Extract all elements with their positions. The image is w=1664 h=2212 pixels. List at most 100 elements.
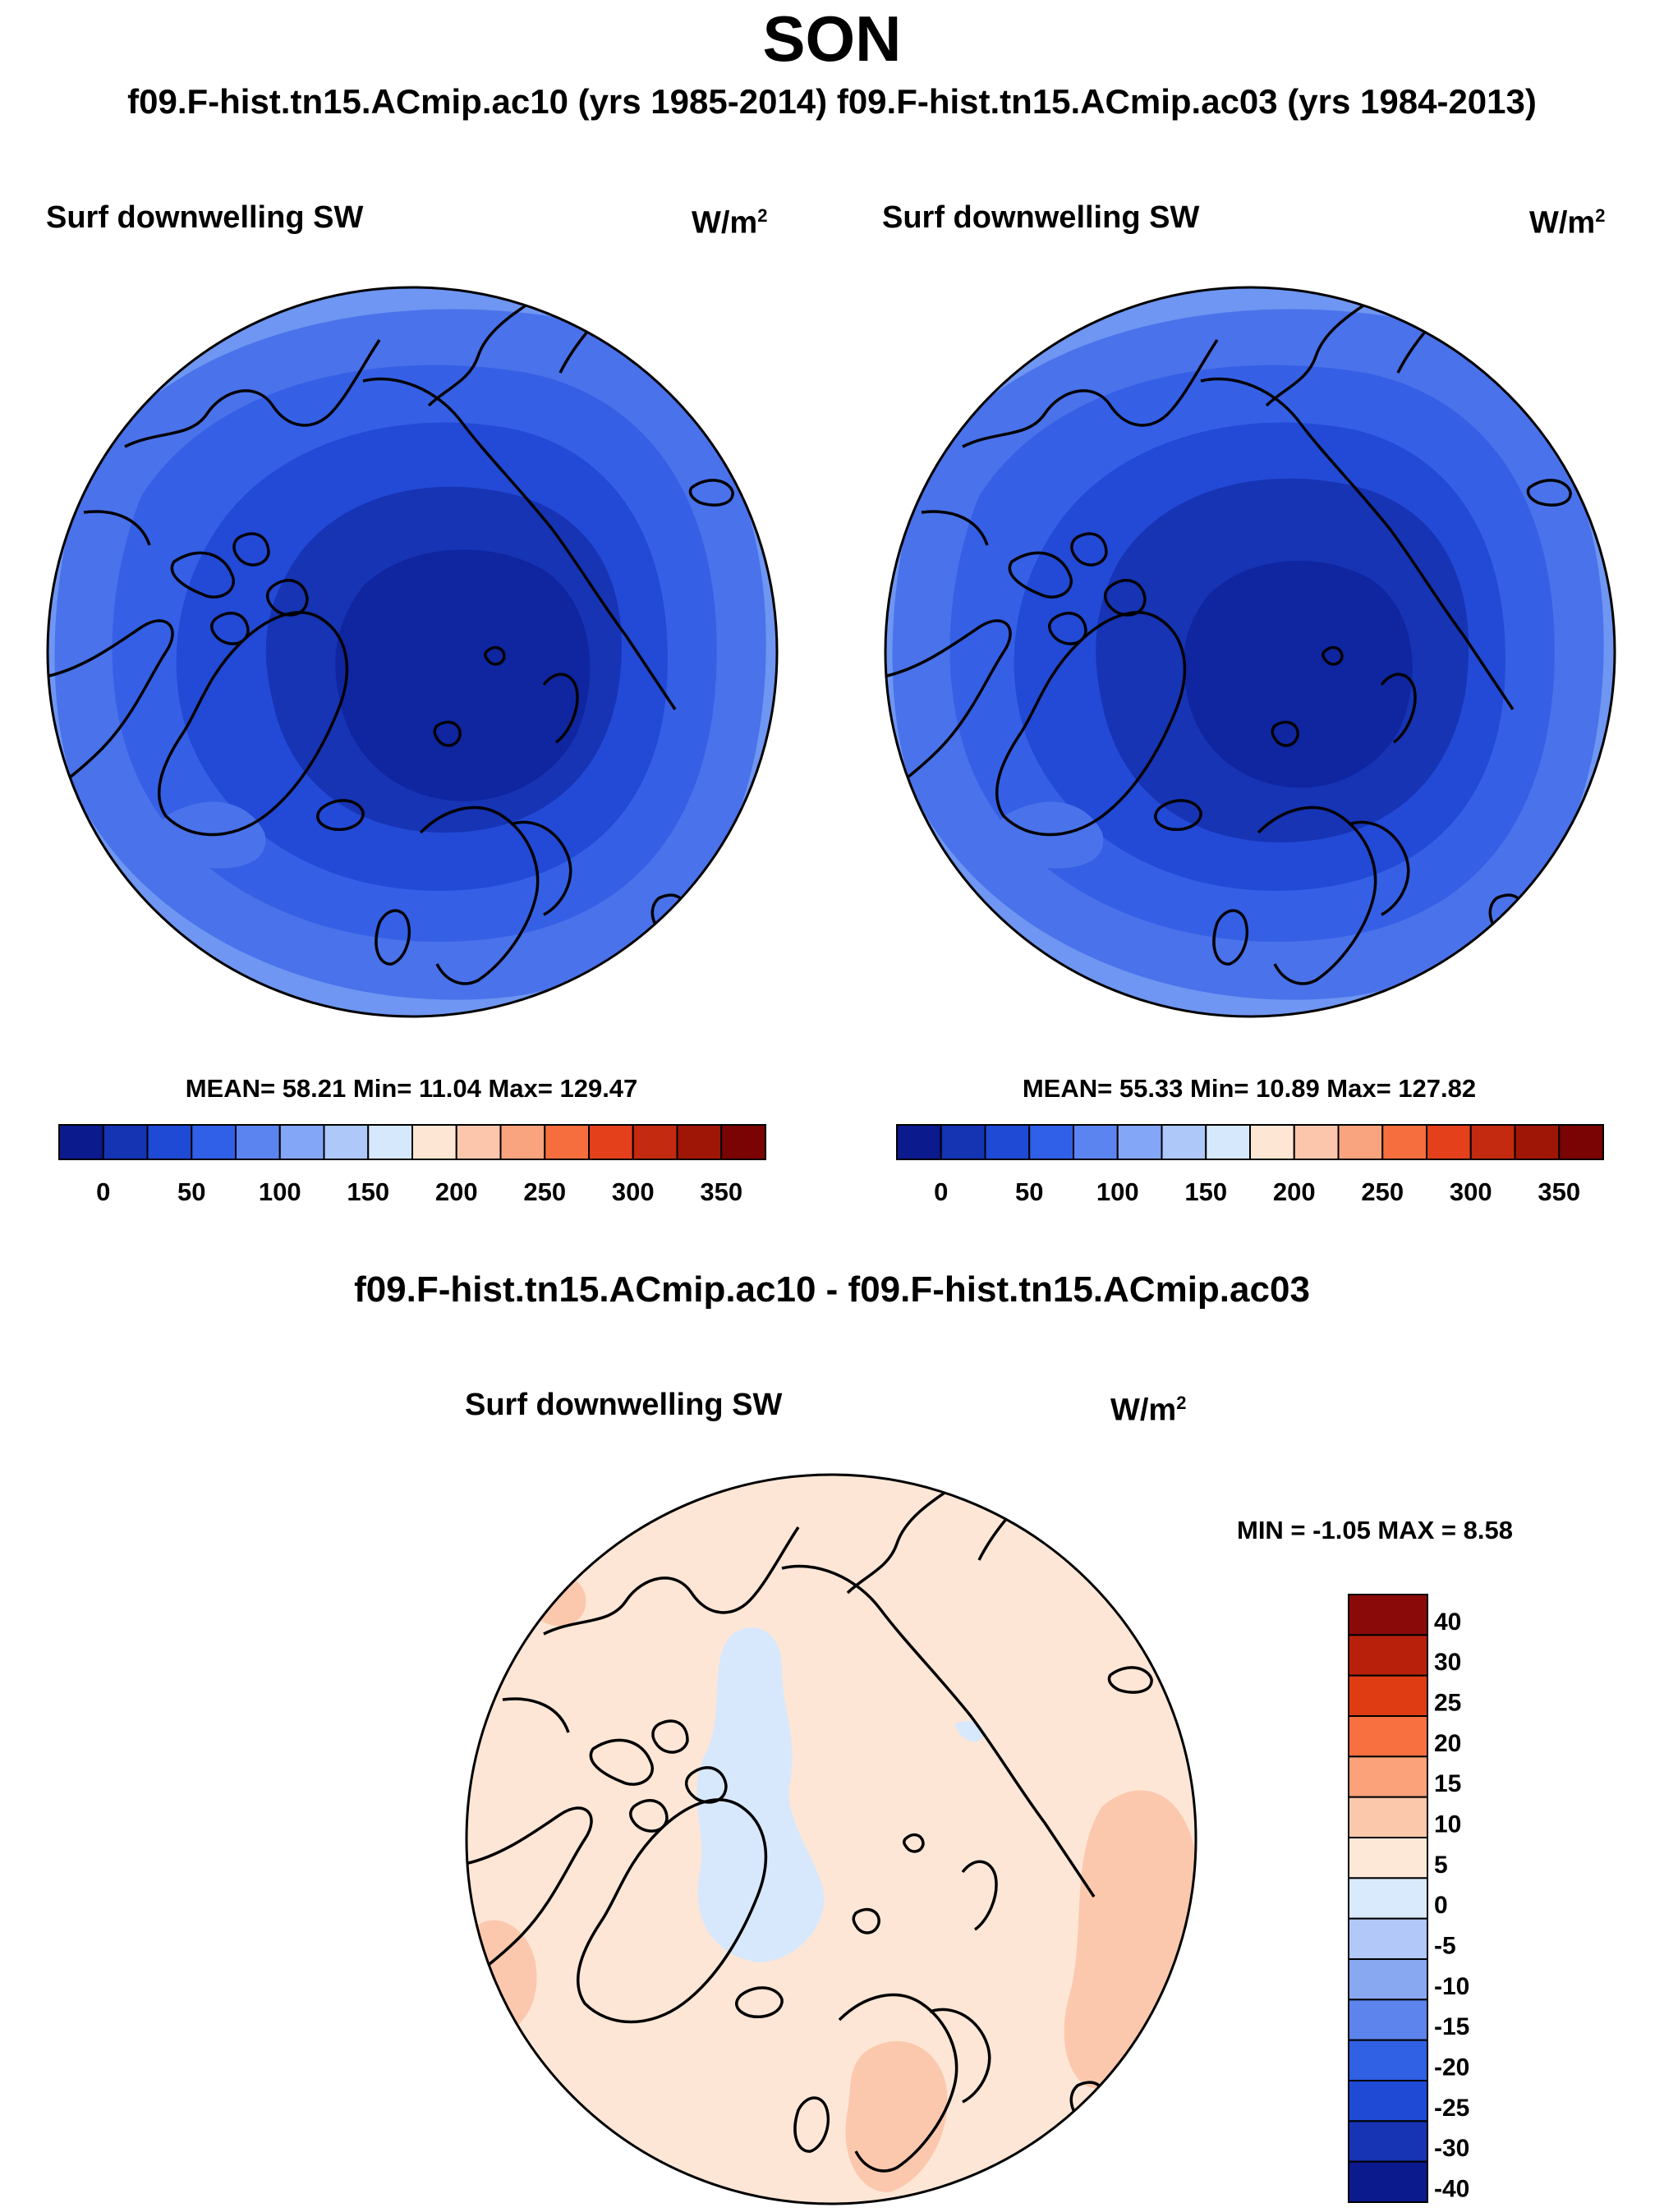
left-colorbar-swatch <box>58 1124 104 1160</box>
left-colorbar-swatch <box>278 1124 325 1160</box>
left-colorbar-swatch <box>632 1124 678 1160</box>
diff-colorbar-swatch <box>1348 2080 1428 2123</box>
diff-colorbar-tick: 10 <box>1434 1811 1461 1838</box>
right-colorbar-tick: 50 <box>1015 1177 1043 1206</box>
diff-colorbar-swatch <box>1348 2039 1428 2082</box>
left-colorbar-tick: 150 <box>347 1177 389 1206</box>
right-colorbar-tick: 350 <box>1538 1177 1580 1206</box>
diff-title: f09.F-hist.tn15.ACmip.ac10 - f09.F-hist.… <box>354 1269 1310 1310</box>
case-titles-row: f09.F-hist.tn15.ACmip.ac10 (yrs 1985-201… <box>0 82 1664 122</box>
left-colorbar-swatch <box>588 1124 634 1160</box>
left-colorbar-swatch <box>146 1124 193 1160</box>
diff-colorbar-swatch <box>1348 1958 1428 2001</box>
right-map-border <box>884 286 1616 1018</box>
diff-colorbar-swatch <box>1348 1674 1428 1717</box>
right-colorbar-swatch <box>1558 1124 1604 1160</box>
left-colorbar-swatch <box>367 1124 413 1160</box>
diff-colorbar-swatch <box>1348 1917 1428 1960</box>
left-colorbar-swatch <box>455 1124 502 1160</box>
right-colorbar-swatch <box>1469 1124 1516 1160</box>
left-colorbar-swatch <box>323 1124 370 1160</box>
left-colorbar-swatch <box>499 1124 546 1160</box>
diff-colorbar-tick: -40 <box>1434 2176 1469 2203</box>
right-colorbar-swatch <box>1426 1124 1472 1160</box>
left-colorbar-tick: 0 <box>96 1177 110 1206</box>
diff-colorbar-swatch <box>1348 1837 1428 1879</box>
left-variable-label: Surf downwelling SW <box>46 200 364 235</box>
left-colorbar-swatch <box>102 1124 149 1160</box>
right-colorbar-swatch <box>1337 1124 1384 1160</box>
right-variable-label: Surf downwelling SW <box>882 200 1200 235</box>
diff-colorbar-tick: 5 <box>1434 1852 1448 1879</box>
diff-colorbar-swatch <box>1348 1634 1428 1677</box>
left-units-label: W/m2 <box>692 205 768 241</box>
diff-colorbar-swatch <box>1348 1594 1428 1636</box>
diff-colorbar-tick: 40 <box>1434 1609 1461 1636</box>
right-colorbar-tick: 150 <box>1184 1177 1227 1206</box>
right-colorbar-swatch <box>1073 1124 1119 1160</box>
season-title: SON <box>762 2 902 75</box>
left-colorbar: 0 50 100 150 200 250 300 350 <box>58 1124 766 1206</box>
diff-colorbar-tick: -25 <box>1434 2095 1469 2122</box>
diff-colorbar-tick: -5 <box>1434 1933 1456 1960</box>
case2-title: f09.F-hist.tn15.ACmip.ac03 (yrs 1984-201… <box>836 82 1537 121</box>
diff-colorbar-tick: -30 <box>1434 2135 1469 2162</box>
right-colorbar-swatch <box>1514 1124 1561 1160</box>
left-stats: MEAN= 58.21 Min= 11.04 Max= 129.47 <box>185 1074 638 1103</box>
left-colorbar-tick: 50 <box>177 1177 205 1206</box>
diff-stats: MIN = -1.05 MAX = 8.58 <box>1237 1516 1513 1544</box>
diff-neg-arctic <box>696 1627 825 1962</box>
diff-base-field <box>467 1475 1196 2204</box>
right-polar-map <box>884 286 1616 1018</box>
right-colorbar-tick: 0 <box>934 1177 948 1206</box>
left-colorbar-tick: 100 <box>259 1177 301 1206</box>
right-colorbar-swatch <box>1249 1124 1295 1160</box>
diff-map-border <box>465 1473 1197 2205</box>
diff-colorbar-swatch <box>1348 1877 1428 1920</box>
diff-pos-scandinavia <box>845 2040 948 2192</box>
diff-units-label: W/m2 <box>1110 1393 1187 1428</box>
diff-pos-nw <box>519 1575 586 1627</box>
left-core-region <box>335 549 591 801</box>
right-colorbar-swatch <box>984 1124 1031 1160</box>
right-colorbar-swatch <box>1028 1124 1074 1160</box>
left-colorbar-swatch <box>235 1124 281 1160</box>
diff-colorbar-tick: 25 <box>1434 1690 1461 1717</box>
diff-polar-map <box>465 1473 1197 2205</box>
right-colorbar-swatch <box>1161 1124 1207 1160</box>
diff-colorbar-tick: 15 <box>1434 1770 1461 1797</box>
diff-colorbar-swatch <box>1348 1755 1428 1798</box>
left-colorbar-swatch <box>676 1124 723 1160</box>
diff-colorbar-swatch <box>1348 2160 1428 2204</box>
diff-colorbar-swatch <box>1348 1796 1428 1839</box>
diff-colorbar-swatch <box>1348 1715 1428 1758</box>
left-map-border <box>46 286 779 1018</box>
right-colorbar-swatch <box>1205 1124 1251 1160</box>
left-colorbar-tick: 350 <box>700 1177 742 1206</box>
case1-title: f09.F-hist.tn15.ACmip.ac10 (yrs 1985-201… <box>127 82 828 121</box>
right-units-label: W/m2 <box>1529 205 1606 241</box>
left-colorbar-swatch <box>411 1124 457 1160</box>
diff-colorbar-swatch <box>1348 1999 1428 2041</box>
right-colorbar-swatch <box>1381 1124 1427 1160</box>
left-colorbar-tick: 250 <box>523 1177 566 1206</box>
right-colorbar-tick: 200 <box>1273 1177 1316 1206</box>
diff-colorbar-tick: 0 <box>1434 1892 1448 1919</box>
right-core-region <box>1184 560 1413 788</box>
right-stats: MEAN= 55.33 Min= 10.89 Max= 127.82 <box>1022 1074 1477 1103</box>
diff-colorbar-tick: -20 <box>1434 2054 1469 2081</box>
right-colorbar: 0 50 100 150 200 250 300 350 <box>896 1124 1604 1206</box>
right-colorbar-tick: 100 <box>1096 1177 1139 1206</box>
left-colorbar-swatch <box>544 1124 590 1160</box>
diff-colorbar-tick: -15 <box>1434 2013 1469 2040</box>
left-colorbar-tick: 200 <box>435 1177 478 1206</box>
right-colorbar-swatch <box>1293 1124 1340 1160</box>
right-colorbar-tick: 300 <box>1450 1177 1492 1206</box>
right-colorbar-swatch <box>1116 1124 1163 1160</box>
left-colorbar-tick: 300 <box>612 1177 655 1206</box>
diff-variable-label: Surf downwelling SW <box>465 1388 783 1422</box>
diff-colorbar-tick: -10 <box>1434 1973 1469 2000</box>
diff-colorbar-tick: 30 <box>1434 1649 1461 1676</box>
right-colorbar-swatch <box>940 1124 986 1160</box>
right-colorbar-swatch <box>896 1124 942 1160</box>
